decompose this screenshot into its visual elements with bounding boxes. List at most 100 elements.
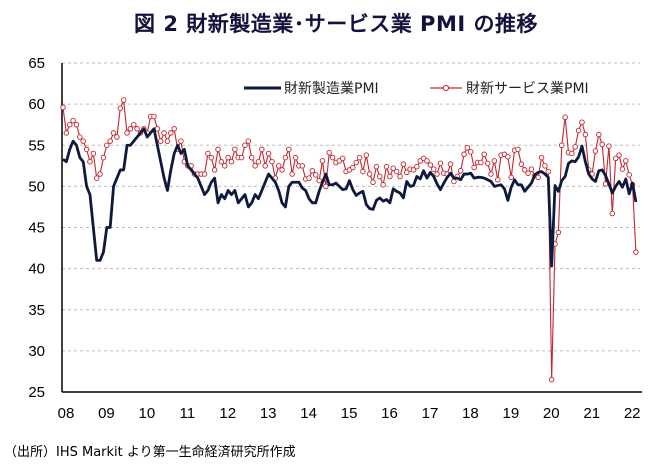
services-point (238, 154, 245, 161)
services-point (427, 162, 434, 168)
services-point (424, 158, 430, 164)
services-point (535, 174, 541, 181)
services-point (161, 130, 167, 136)
services-point (215, 146, 221, 153)
services-point (306, 175, 312, 181)
x-axis-ticks: 08 09 10 11 12 13 14 15 16 17 18 19 20 21 22 (58, 405, 641, 422)
y-tick-label: 30 (28, 343, 45, 360)
x-tick-label: 16 (381, 405, 398, 422)
y-tick-label: 35 (28, 302, 45, 319)
services-point (157, 138, 164, 144)
services-point (575, 127, 582, 134)
y-tick-label: 45 (28, 220, 45, 237)
services-point (228, 158, 235, 165)
x-tick-label: 19 (502, 405, 519, 422)
source-note: （出所）IHS Markit より第一生命経済研究所作成 (4, 445, 296, 460)
services-point (154, 126, 161, 132)
services-point (83, 146, 90, 153)
services-point (606, 143, 612, 149)
services-point (353, 159, 359, 166)
services-point (542, 163, 548, 169)
y-tick-label: 25 (28, 384, 45, 401)
services-point (110, 130, 117, 136)
services-point (97, 171, 103, 177)
services-point (168, 130, 174, 136)
services-point (326, 149, 332, 156)
services-point (114, 134, 120, 140)
services-point (211, 167, 218, 173)
services-point (164, 138, 171, 144)
services-point (63, 130, 70, 136)
services-point (225, 154, 231, 161)
y-tick-label: 55 (28, 137, 45, 154)
services-point (414, 163, 420, 170)
services-point (626, 172, 632, 178)
services-point (515, 146, 521, 153)
services-point (73, 121, 80, 128)
services-point (218, 158, 225, 165)
series-manufacturing (62, 127, 638, 268)
services-point (380, 181, 386, 188)
series-services (60, 97, 639, 383)
services-point (131, 121, 137, 128)
services-point (316, 177, 322, 184)
services-point (528, 166, 535, 172)
services-point (80, 138, 86, 144)
services-point (390, 165, 397, 172)
services-point (545, 168, 552, 175)
y-tick-label: 65 (28, 55, 45, 72)
services-point (393, 168, 400, 175)
chart-title: 図 2 財新製造業･サービス業 PMI の推移 (134, 12, 538, 36)
services-point (599, 141, 605, 148)
services-point (619, 166, 626, 172)
services-point (403, 169, 410, 176)
services-point (339, 155, 346, 162)
services-point (592, 148, 599, 154)
x-tick-label: 20 (543, 405, 560, 422)
services-point (208, 154, 215, 161)
services-point (366, 171, 373, 177)
legend-manufacturing-label: 財新製造業PMI (284, 81, 379, 97)
services-point (286, 146, 292, 153)
services-point (248, 154, 255, 161)
services-point (505, 154, 511, 160)
services-point (279, 167, 285, 173)
x-tick-label: 18 (462, 405, 479, 422)
services-point (410, 167, 417, 173)
y-axis-ticks: 25 30 35 40 45 50 55 60 65 (28, 55, 45, 401)
services-point (562, 114, 568, 121)
services-point (525, 170, 531, 176)
services-point (127, 126, 134, 132)
services-point (397, 173, 403, 180)
y-tick-label: 60 (28, 96, 45, 113)
services-point (616, 152, 622, 158)
services-point (232, 146, 238, 153)
legend-services-label: 財新サービス業PMI (466, 81, 589, 97)
services-point (265, 150, 272, 157)
services-point (356, 154, 363, 161)
services-point (90, 150, 97, 157)
services-point (313, 172, 319, 178)
services-point (60, 104, 66, 111)
services-point (171, 126, 177, 132)
services-point (205, 150, 211, 157)
services-point (134, 126, 140, 132)
services-point (282, 154, 289, 161)
services-point (538, 154, 545, 161)
services-point (292, 154, 299, 161)
x-tick-label: 21 (583, 405, 600, 422)
services-point (555, 229, 562, 236)
services-point (178, 138, 184, 144)
services-point (612, 155, 619, 162)
services-point (124, 130, 130, 136)
services-point (494, 177, 501, 183)
services-point (252, 163, 258, 169)
services-point (329, 154, 336, 161)
y-tick-label: 40 (28, 261, 45, 278)
services-point (70, 117, 76, 124)
services-point (104, 142, 110, 148)
services-point (262, 163, 268, 169)
services-point (596, 131, 602, 138)
services-point (484, 160, 491, 167)
